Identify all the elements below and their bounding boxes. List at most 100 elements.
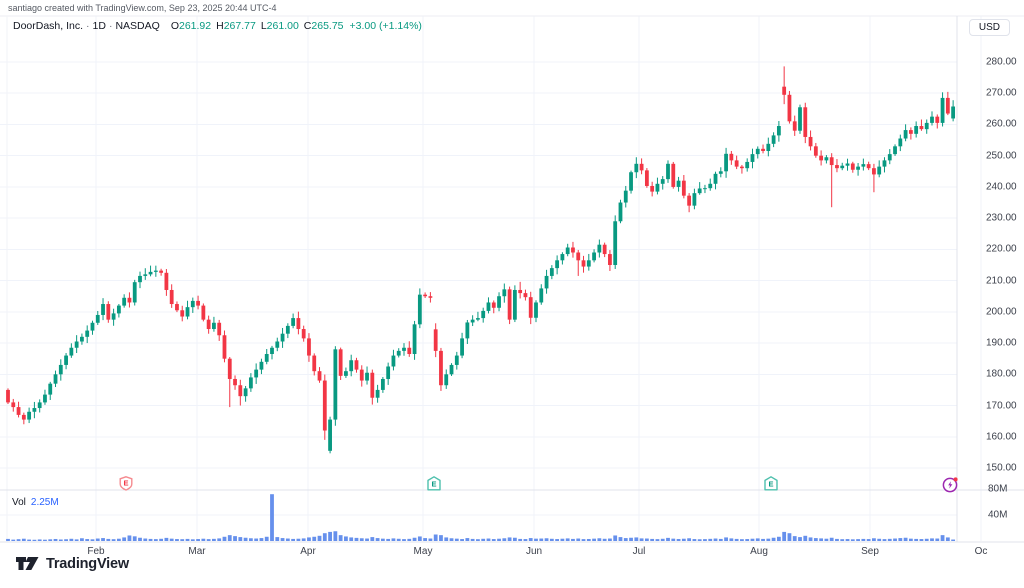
volume-bar	[322, 533, 327, 541]
volume-bar	[835, 538, 839, 541]
candle-body	[908, 130, 913, 134]
volume-bar	[444, 537, 449, 541]
open-value: 261.92	[178, 20, 212, 32]
price-axis-label: 260.00	[986, 118, 1017, 130]
candle-body	[206, 319, 211, 330]
price-axis-label: 150.00	[986, 462, 1017, 474]
volume-bar	[945, 537, 950, 541]
candle-body	[423, 294, 428, 297]
volume-bar	[470, 538, 475, 541]
volume-bar	[270, 494, 274, 541]
volume-bar	[819, 538, 824, 541]
candle-body	[502, 289, 507, 297]
volume-bar	[740, 539, 744, 541]
volume-bar	[143, 538, 148, 541]
volume-bar	[761, 538, 765, 541]
volume-bar	[771, 537, 776, 541]
attribution-text: santiago created with TradingView.com, S…	[8, 3, 277, 13]
candle-body	[248, 377, 253, 389]
volume-bar	[639, 538, 644, 541]
volume-bar	[428, 538, 433, 541]
price-axis-label: 270.00	[986, 87, 1017, 99]
candle-body	[534, 302, 538, 318]
volume-bar	[713, 538, 718, 541]
candle-body	[666, 163, 670, 180]
volume-legend: Vol 2.25M	[12, 497, 59, 508]
volume-bar	[101, 538, 105, 541]
volume-bar	[930, 538, 934, 541]
volume-bar	[919, 539, 924, 541]
candle-body	[53, 374, 58, 384]
volume-bar	[687, 538, 692, 541]
candle-body	[328, 419, 332, 451]
candle-body	[660, 179, 665, 184]
candle-body	[507, 289, 512, 320]
candle-body	[734, 160, 739, 167]
candle-body	[903, 130, 908, 139]
volume-bar	[808, 537, 813, 541]
volume-bar	[623, 538, 628, 541]
candle-body	[824, 157, 829, 161]
volume-bar	[655, 539, 660, 541]
candle-body	[945, 97, 950, 114]
price-axis-label: 200.00	[986, 306, 1017, 318]
volume-bar	[206, 539, 211, 541]
candle-body	[512, 289, 517, 320]
low-value: 261.00	[266, 20, 299, 32]
candle-body	[887, 154, 892, 161]
candle-body	[212, 322, 216, 330]
candle-body	[476, 318, 480, 320]
candle-body	[940, 97, 945, 123]
volume-bar	[433, 534, 438, 541]
volume-bar	[259, 538, 264, 541]
volume-bar	[718, 538, 723, 541]
volume-bar	[280, 538, 285, 541]
candle-body	[270, 347, 274, 355]
volume-bar	[380, 538, 385, 541]
low-label: L	[260, 20, 267, 32]
volume-bar	[724, 537, 728, 541]
tradingview-logo-mark	[16, 557, 39, 570]
volume-bar	[454, 538, 459, 541]
high-label: H	[216, 20, 224, 32]
upcoming-event-icon[interactable]	[942, 476, 958, 493]
candle-body	[444, 374, 449, 386]
candle-body	[655, 183, 660, 192]
candle-body	[80, 336, 84, 342]
earnings-beat-icon[interactable]: E	[427, 476, 443, 492]
currency-unit-button[interactable]: USD	[968, 19, 1010, 36]
volume-bar	[560, 538, 565, 541]
volume-bar	[254, 538, 259, 541]
candle-body	[138, 275, 142, 283]
candle-body	[924, 122, 929, 130]
volume-bar	[312, 536, 317, 541]
candle-body	[581, 260, 586, 267]
candle-body	[629, 172, 633, 191]
candle-body	[697, 188, 702, 194]
volume-bar	[396, 538, 401, 541]
volume-bar	[608, 538, 612, 541]
volume-bar	[935, 538, 940, 541]
volume-bar	[122, 537, 127, 541]
tradingview-logo[interactable]: TradingView	[16, 554, 129, 573]
candle-body	[465, 322, 470, 339]
candle-body	[391, 355, 396, 367]
candle-body	[497, 296, 501, 308]
candle-body	[296, 318, 301, 330]
volume-bar	[597, 538, 602, 541]
candle-body	[840, 165, 845, 169]
candle-body	[687, 195, 692, 206]
volume-bar	[32, 539, 37, 541]
earnings-miss-icon[interactable]: E	[119, 476, 135, 492]
volume-bar	[872, 538, 876, 541]
volume-bar	[164, 537, 169, 541]
volume-bar	[296, 538, 301, 541]
candle-body	[861, 164, 866, 167]
volume-bar	[644, 538, 649, 541]
volume-bar	[37, 539, 42, 541]
volume-axis-label: 40M	[988, 509, 1008, 521]
legend-separator-1: ·	[86, 20, 90, 32]
earnings-beat-icon[interactable]: E	[764, 476, 780, 492]
